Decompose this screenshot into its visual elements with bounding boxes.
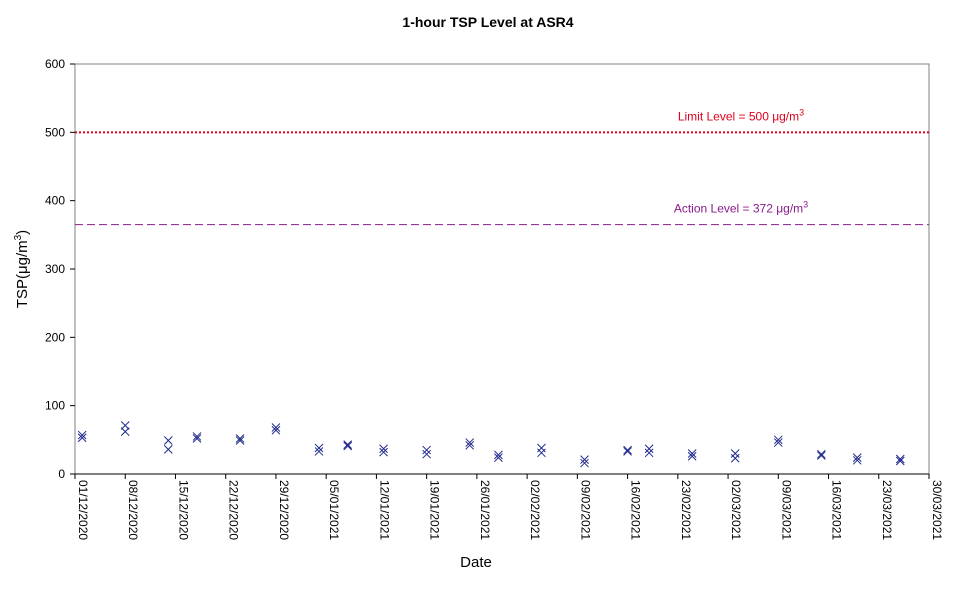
data-point — [77, 430, 87, 440]
y-tick-label: 500 — [45, 125, 65, 139]
x-tick-label: 09/02/2021 — [578, 480, 592, 540]
y-axis-label-main: TSP( — [14, 274, 31, 308]
x-tick-label: 23/03/2021 — [880, 480, 894, 540]
data-point — [343, 441, 353, 451]
data-point — [314, 443, 324, 453]
data-point — [235, 434, 245, 443]
data-point — [644, 444, 654, 454]
data-point — [816, 451, 826, 460]
data-point — [271, 425, 281, 435]
x-tick-label: 19/01/2021 — [428, 480, 442, 540]
data-point — [120, 427, 130, 436]
x-tick-label: 22/12/2020 — [227, 480, 241, 540]
x-tick-label: 16/03/2021 — [830, 480, 844, 540]
y-tick-label: 600 — [45, 57, 65, 71]
data-point — [271, 423, 281, 432]
x-tick-label: 26/01/2021 — [478, 480, 492, 540]
data-point — [623, 445, 632, 455]
y-axis-label: TSP(μg/m3) — [13, 230, 31, 308]
y-axis-label-unit: μg/m — [14, 240, 31, 274]
x-tick-label: 02/03/2021 — [729, 480, 743, 540]
data-point — [580, 455, 589, 465]
x-tick-label: 16/02/2021 — [629, 480, 643, 540]
data-point — [644, 448, 654, 458]
data-point — [852, 455, 862, 465]
x-tick-label: 01/12/2020 — [76, 480, 90, 540]
y-tick-label: 300 — [45, 262, 65, 276]
data-point — [494, 453, 503, 462]
plot-area — [74, 63, 930, 475]
data-point — [192, 434, 202, 443]
reference-line-label-main: Limit Level = 500 — [678, 109, 772, 123]
data-point — [730, 453, 740, 463]
data-point — [687, 451, 697, 461]
data-point — [773, 438, 783, 447]
data-point — [379, 447, 388, 457]
x-tick-label: 05/01/2021 — [327, 480, 341, 540]
x-tick-label: 12/01/2021 — [377, 480, 391, 540]
reference-line-label: Action Level = 372 μg/m3 — [674, 200, 808, 216]
data-points — [77, 421, 905, 468]
reference-line-label-sup: 3 — [803, 200, 808, 210]
data-point — [314, 447, 324, 456]
data-point — [623, 447, 632, 456]
data-point — [120, 421, 130, 430]
data-point — [77, 433, 87, 443]
data-point — [379, 444, 388, 454]
x-tick-label: 09/03/2021 — [779, 480, 793, 540]
y-axis-label-sup: 3 — [13, 234, 24, 240]
data-point — [816, 449, 826, 459]
x-tick-label: 08/12/2020 — [126, 480, 140, 540]
data-point — [895, 454, 905, 464]
data-point — [537, 448, 546, 458]
y-tick-label: 200 — [45, 330, 65, 344]
x-tick-label: 23/02/2021 — [679, 480, 693, 540]
data-point — [852, 453, 862, 462]
data-point — [730, 449, 740, 458]
x-tick-label: 30/03/2021 — [930, 480, 944, 540]
reference-line-label: Limit Level = 500 μg/m3 — [678, 107, 804, 123]
data-point — [465, 440, 475, 450]
data-point — [465, 438, 475, 447]
data-point — [422, 445, 432, 455]
data-point — [235, 436, 245, 445]
x-axis-label: Date — [460, 554, 492, 571]
data-point — [494, 450, 503, 460]
data-point — [163, 445, 173, 454]
y-tick-label: 400 — [45, 194, 65, 208]
y-tick-label: 100 — [45, 399, 65, 413]
data-point — [580, 458, 589, 468]
reference-line-label-unit: μg/m — [776, 202, 803, 216]
data-point — [163, 436, 173, 445]
y-tick-label: 0 — [58, 467, 65, 481]
data-point — [537, 443, 546, 453]
x-tick-label: 15/12/2020 — [176, 480, 190, 540]
y-axis: 0 100 200 300 400 500 600 — [45, 57, 75, 481]
reference-line-label-unit: μg/m — [772, 109, 799, 123]
data-point — [773, 435, 783, 445]
y-axis-label-close: ) — [14, 230, 31, 235]
reference-line-label-main: Action Level = 372 — [674, 202, 776, 216]
x-axis: 01/12/2020 08/12/2020 15/12/2020 22/12/2020… — [74, 473, 944, 540]
data-point — [192, 432, 202, 441]
x-tick-label: 02/02/2021 — [528, 480, 542, 540]
data-point — [895, 456, 905, 466]
data-point — [343, 440, 353, 449]
reference-line-label-sup: 3 — [799, 107, 804, 117]
chart-title: 1-hour TSP Level at ASR4 — [402, 14, 573, 30]
data-point — [422, 449, 432, 459]
data-point — [687, 449, 697, 458]
x-tick-label: 29/12/2020 — [277, 480, 291, 540]
